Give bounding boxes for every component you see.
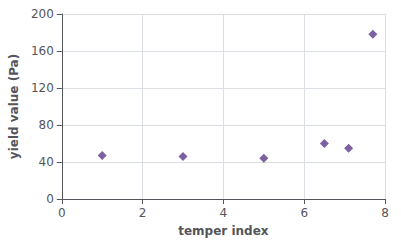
svg-text:40: 40 xyxy=(39,155,54,169)
svg-text:120: 120 xyxy=(31,81,54,95)
svg-text:0: 0 xyxy=(58,206,66,220)
svg-text:160: 160 xyxy=(31,44,54,58)
svg-text:6: 6 xyxy=(300,206,308,220)
svg-text:temper index: temper index xyxy=(178,224,269,238)
svg-text:80: 80 xyxy=(39,118,54,132)
svg-text:4: 4 xyxy=(220,206,228,220)
svg-text:2: 2 xyxy=(139,206,147,220)
svg-text:0: 0 xyxy=(46,192,54,206)
svg-text:yield value (Pa): yield value (Pa) xyxy=(7,54,21,159)
svg-text:8: 8 xyxy=(381,206,389,220)
svg-text:200: 200 xyxy=(31,7,54,21)
